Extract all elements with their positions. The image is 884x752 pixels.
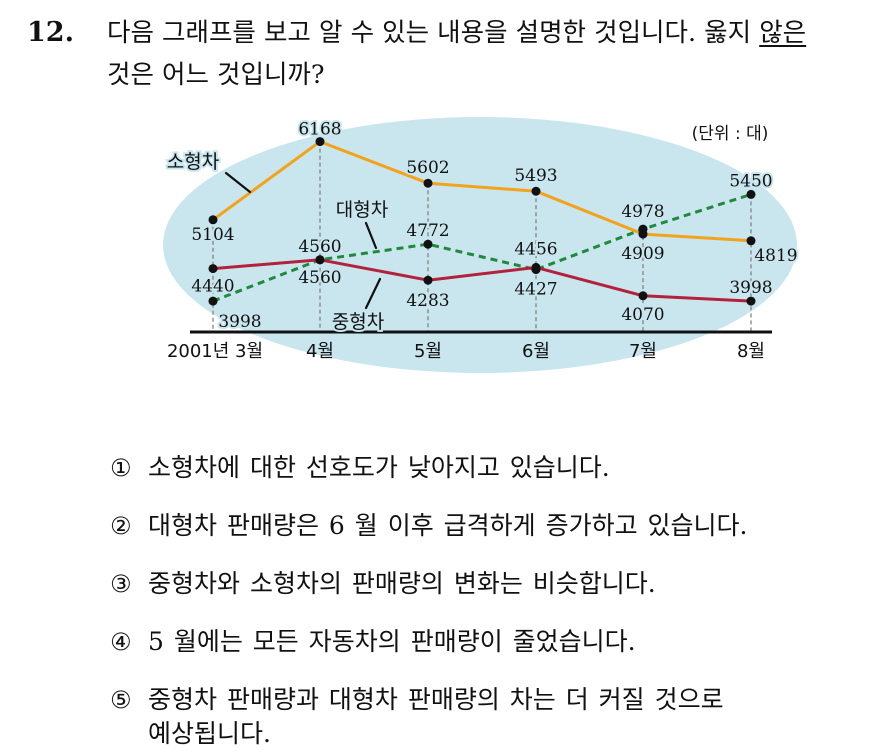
data-label-small-car: 4819 — [754, 246, 797, 266]
series-label-large-car: 대형차 — [336, 199, 388, 221]
option-text: 중형차 판매량과 대형차 판매량의 차는 더 커질 것으로 예상됩니다. — [148, 683, 724, 751]
data-label-small-car: 5493 — [514, 166, 557, 186]
question-underlined-word: 않은 — [759, 18, 807, 48]
data-label-large-car: 4427 — [514, 280, 557, 300]
data-point-large-car — [746, 189, 756, 199]
data-label-mid-car: 4070 — [621, 305, 664, 325]
option-marker: ⑤ — [110, 686, 132, 714]
series-label-small-car: 소형차 — [167, 151, 219, 173]
option-5[interactable]: ⑤ 중형차 판매량과 대형차 판매량의 차는 더 커질 것으로 예상됩니다. — [110, 683, 747, 751]
series-line-large-car — [212, 192, 752, 303]
x-tick-label: 2001년 3월 — [167, 341, 263, 362]
option-text-line-1: 중형차 판매량과 대형차 판매량의 차는 더 커질 것으로 — [148, 685, 724, 714]
option-text: 소형차에 대한 선호도가 낮아지고 있습니다. — [148, 453, 610, 482]
data-point-small-car — [315, 137, 325, 147]
series-lines — [212, 140, 752, 303]
series-label-mid-car: 중형차 — [332, 311, 384, 333]
data-point-small-car — [208, 215, 218, 225]
series-label-mid-car-pointer — [364, 277, 382, 310]
option-text: 중형차와 소형차의 판매량의 변화는 비슷합니다. — [148, 569, 656, 598]
chart-background-ellipse — [163, 117, 797, 373]
series-label-small-car-pointer — [224, 171, 252, 194]
data-label-mid-car: 3998 — [729, 278, 772, 298]
data-point-mid-car — [315, 255, 325, 265]
x-tick-label: 5월 — [414, 341, 442, 362]
option-marker: ④ — [110, 628, 132, 656]
guide-lines — [212, 141, 752, 332]
unit-label: (단위 : 대) — [692, 124, 769, 144]
option-1[interactable]: ① 소형차에 대한 선호도가 낮아지고 있습니다. — [110, 451, 747, 485]
data-labels: 5104 6168 5602 5493 4909 4819 3998 4560 4772 4427… — [189, 118, 799, 335]
option-marker: ③ — [110, 570, 132, 598]
option-4[interactable]: ④ 5 월에는 모든 자동차의 판매량이 줄었습니다. — [110, 625, 747, 659]
data-label-mid-car: 4283 — [406, 291, 449, 311]
x-tick-label: 7월 — [629, 341, 657, 362]
data-label-large-car: 5450 — [729, 171, 772, 191]
data-point-mid-car — [208, 264, 218, 274]
data-point-large-car — [423, 239, 433, 249]
data-point-mid-car — [746, 296, 756, 306]
question-text: 다음 그래프를 보고 알 수 있는 내용을 설명한 것입니다. 옳지 않은 것은… — [107, 12, 806, 96]
data-label-large-car: 4560 — [298, 268, 341, 288]
question-text-line1: 다음 그래프를 보고 알 수 있는 내용을 설명한 것입니다. 옳지 — [107, 18, 752, 48]
option-text: 5 월에는 모든 자동차의 판매량이 줄었습니다. — [148, 627, 636, 656]
option-text-line-2: 예상됩니다. — [148, 719, 271, 748]
data-label-small-car: 6168 — [298, 120, 341, 140]
option-text: 대형차 판매량은 6 월 이후 급격하게 증가하고 있습니다. — [148, 511, 748, 540]
data-label-mid-car: 4456 — [514, 239, 557, 259]
data-point-large-car — [208, 296, 218, 306]
option-marker: ① — [110, 454, 132, 482]
x-tick-label: 6월 — [522, 341, 550, 362]
data-point-mid-car — [423, 275, 433, 285]
option-marker: ② — [110, 512, 132, 540]
data-point-mid-car — [638, 291, 648, 301]
data-label-small-car: 5104 — [191, 225, 234, 245]
data-label-large-car: 3998 — [218, 312, 261, 332]
series-label-large-car-pointer — [364, 221, 378, 250]
data-points — [208, 137, 756, 306]
question-text-line2: 것은 어느 것입니까? — [107, 60, 325, 90]
data-label-mid-car: 4560 — [298, 237, 341, 257]
data-label-small-car: 4909 — [621, 244, 664, 264]
x-tick-label: 4월 — [306, 341, 334, 362]
data-label-large-car: 4978 — [621, 202, 664, 222]
x-tick-label: 8월 — [737, 341, 765, 362]
data-label-small-car: 5602 — [406, 158, 449, 178]
option-3[interactable]: ③ 중형차와 소형차의 판매량의 변화는 비슷합니다. — [110, 567, 747, 601]
data-point-mid-car — [531, 262, 541, 272]
data-point-small-car — [423, 178, 433, 188]
series-line-small-car — [212, 140, 752, 243]
data-point-large-car — [638, 224, 648, 234]
option-2[interactable]: ② 대형차 판매량은 6 월 이후 급격하게 증가하고 있습니다. — [110, 509, 747, 543]
x-tick-labels: 2001년 3월 4월 5월 6월 7월 8월 — [167, 341, 765, 362]
data-point-small-car — [746, 236, 756, 246]
answer-options: ① 소형차에 대한 선호도가 낮아지고 있습니다. ② 대형차 판매량은 6 월… — [110, 451, 747, 751]
data-label-large-car: 4772 — [406, 221, 449, 241]
question-number: 12. — [27, 17, 74, 48]
line-chart: 5104 6168 5602 5493 4909 4819 3998 4560 4772 4427… — [163, 117, 800, 373]
data-point-small-car — [531, 186, 541, 196]
data-label-mid-car: 4440 — [191, 277, 234, 297]
series-line-mid-car — [212, 258, 752, 303]
